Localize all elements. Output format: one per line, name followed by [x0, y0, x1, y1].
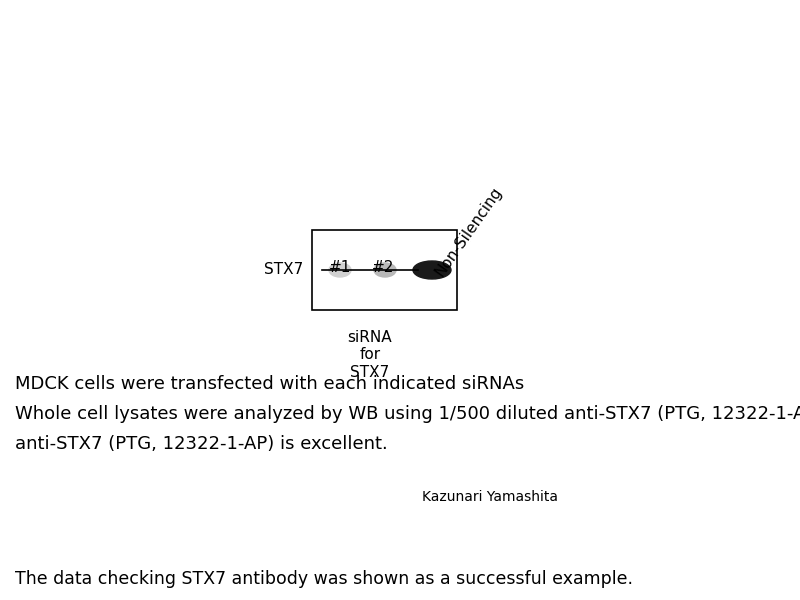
Text: MDCK cells were transfected with each indicated siRNAs: MDCK cells were transfected with each in… — [15, 375, 524, 393]
Text: #2: #2 — [372, 260, 394, 275]
Text: Whole cell lysates were analyzed by WB using 1/500 diluted anti-STX7 (PTG, 12322: Whole cell lysates were analyzed by WB u… — [15, 405, 800, 423]
Text: Non-Silencing: Non-Silencing — [432, 184, 505, 278]
Text: siRNA
for
STX7: siRNA for STX7 — [348, 330, 392, 380]
Text: #1: #1 — [329, 260, 351, 275]
Text: STX7: STX7 — [264, 263, 303, 277]
Ellipse shape — [374, 263, 396, 277]
Text: anti-STX7 (PTG, 12322-1-AP) is excellent.: anti-STX7 (PTG, 12322-1-AP) is excellent… — [15, 435, 388, 453]
Text: Kazunari Yamashita: Kazunari Yamashita — [422, 490, 558, 504]
Ellipse shape — [413, 261, 451, 279]
Bar — [312, 230, 457, 310]
Ellipse shape — [329, 263, 351, 277]
Text: The data checking STX7 antibody was shown as a successful example.: The data checking STX7 antibody was show… — [15, 570, 633, 588]
